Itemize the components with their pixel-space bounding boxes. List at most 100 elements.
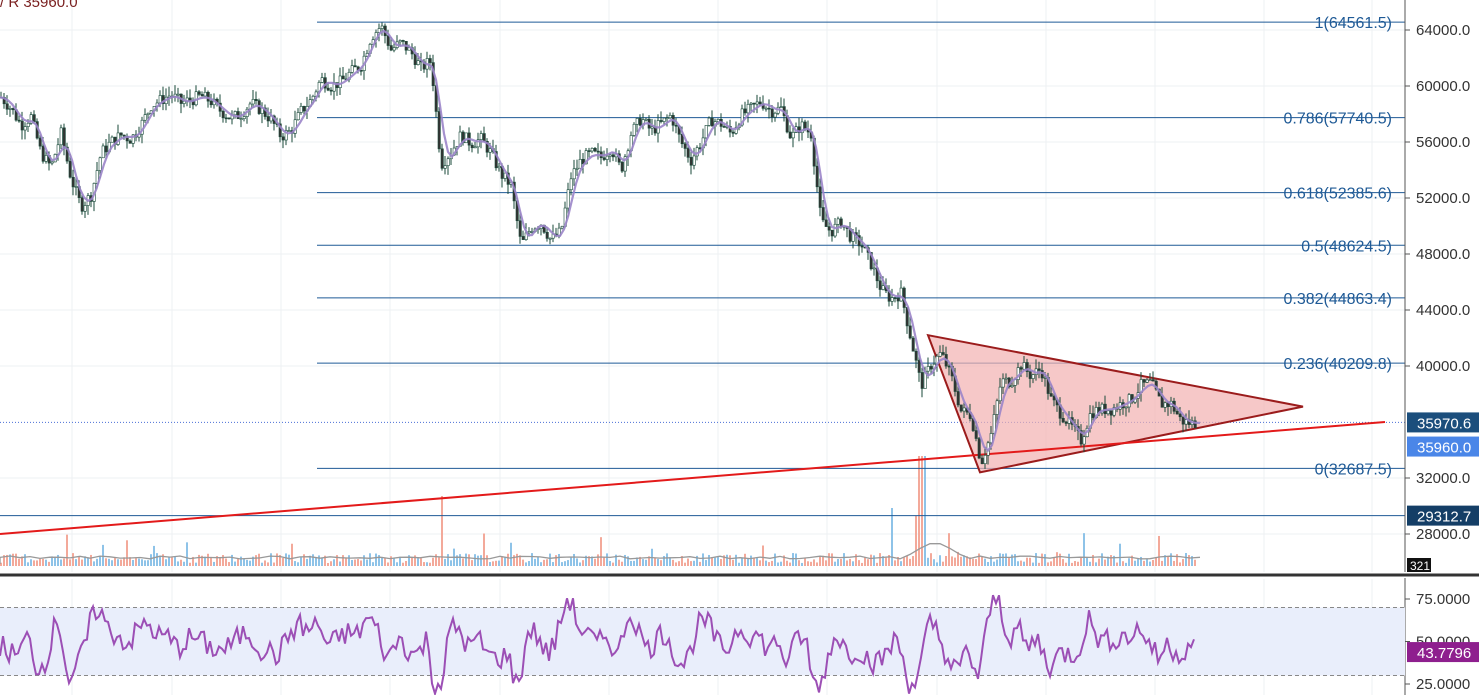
candle bbox=[548, 237, 552, 240]
candle bbox=[446, 158, 450, 166]
candle bbox=[401, 40, 405, 42]
volume-bar bbox=[405, 560, 407, 566]
candle bbox=[284, 130, 288, 141]
fib-level-label: 0.382(44863.4) bbox=[1283, 291, 1392, 308]
volume-bar bbox=[1092, 554, 1094, 566]
volume-bar bbox=[336, 555, 338, 566]
volume-bar bbox=[879, 553, 881, 566]
candle bbox=[731, 131, 735, 134]
candle bbox=[587, 150, 591, 152]
volume-bar bbox=[57, 554, 59, 566]
volume-bar bbox=[81, 559, 83, 566]
candle bbox=[836, 218, 840, 225]
candle bbox=[707, 117, 711, 126]
volume-bar bbox=[912, 556, 914, 566]
volume-bar bbox=[831, 553, 833, 566]
volume-bar bbox=[630, 560, 632, 566]
fib-level-label: 0(32687.5) bbox=[1315, 461, 1392, 478]
volume-bar bbox=[906, 555, 908, 566]
candle bbox=[104, 145, 108, 153]
volume-bar bbox=[309, 555, 311, 566]
volume-bar bbox=[201, 555, 203, 566]
candle bbox=[644, 118, 648, 121]
volume-bar bbox=[738, 562, 740, 566]
candle bbox=[242, 116, 246, 119]
candle bbox=[251, 99, 255, 105]
volume-bar bbox=[312, 554, 314, 566]
candle bbox=[1052, 395, 1056, 401]
candle bbox=[101, 145, 105, 159]
volume-bar bbox=[315, 557, 317, 566]
volume-bar bbox=[549, 553, 551, 566]
volume-bar bbox=[30, 559, 32, 566]
volume-bar bbox=[15, 553, 17, 566]
candle bbox=[236, 111, 240, 120]
candle bbox=[692, 155, 696, 166]
volume-bar bbox=[849, 558, 851, 566]
volume-bar bbox=[225, 558, 227, 566]
candle bbox=[893, 297, 897, 299]
volume-bar bbox=[936, 562, 938, 566]
candle bbox=[704, 125, 708, 139]
volume-bar bbox=[108, 558, 110, 566]
candle bbox=[1112, 407, 1116, 416]
volume-bar bbox=[714, 557, 716, 566]
volume-bar bbox=[417, 558, 419, 566]
volume-bar bbox=[918, 456, 920, 566]
candle bbox=[1019, 367, 1023, 370]
volume-bar bbox=[1104, 559, 1106, 566]
candle bbox=[1127, 394, 1131, 408]
price-axis-label: 52000.0 bbox=[1416, 190, 1470, 207]
volume-bar bbox=[711, 557, 713, 566]
volume-bar bbox=[39, 558, 41, 566]
candle bbox=[983, 455, 987, 465]
volume-bar bbox=[99, 555, 101, 566]
volume-bar bbox=[1113, 555, 1115, 566]
volume-bar bbox=[744, 553, 746, 566]
volume-bar bbox=[783, 555, 785, 566]
volume-bar bbox=[102, 544, 104, 566]
volume-bar bbox=[168, 557, 170, 566]
volume-bar bbox=[675, 562, 677, 566]
candle bbox=[827, 226, 831, 231]
volume-bar bbox=[282, 558, 284, 566]
fib-level-label: 1(64561.5) bbox=[1315, 15, 1392, 32]
candle bbox=[1064, 421, 1068, 424]
candle bbox=[1022, 362, 1026, 370]
volume-bar bbox=[156, 553, 158, 566]
candle bbox=[683, 143, 687, 149]
volume-tag-label: 321 bbox=[1410, 559, 1430, 573]
volume-bar bbox=[1149, 561, 1151, 566]
volume-bar bbox=[1074, 561, 1076, 566]
candle bbox=[659, 120, 663, 122]
volume-bar bbox=[1014, 554, 1016, 566]
candle bbox=[596, 150, 600, 153]
volume-bar bbox=[750, 555, 752, 566]
volume-bar bbox=[297, 562, 299, 566]
volume-bar bbox=[669, 557, 671, 566]
candle bbox=[914, 350, 918, 361]
volume-bar bbox=[1161, 560, 1163, 566]
volume-bar bbox=[810, 561, 812, 566]
volume-bar bbox=[1083, 533, 1085, 566]
volume-bar bbox=[78, 556, 80, 566]
volume-bar bbox=[1029, 557, 1031, 566]
volume-bar bbox=[66, 534, 68, 566]
volume-bar bbox=[672, 559, 674, 566]
candle bbox=[929, 366, 933, 370]
volume-bar bbox=[222, 555, 224, 566]
candle bbox=[26, 122, 30, 127]
candle bbox=[278, 123, 282, 138]
volume-bar bbox=[21, 556, 23, 566]
candle bbox=[62, 127, 66, 148]
candle bbox=[59, 127, 63, 146]
price-axis-label: 64000.0 bbox=[1416, 22, 1470, 39]
volume-bar bbox=[483, 533, 485, 566]
volume-bar bbox=[276, 553, 278, 566]
candle bbox=[959, 404, 963, 412]
volume-bar bbox=[753, 558, 755, 566]
trendline[interactable] bbox=[0, 421, 1386, 535]
volume-bar bbox=[657, 558, 659, 566]
